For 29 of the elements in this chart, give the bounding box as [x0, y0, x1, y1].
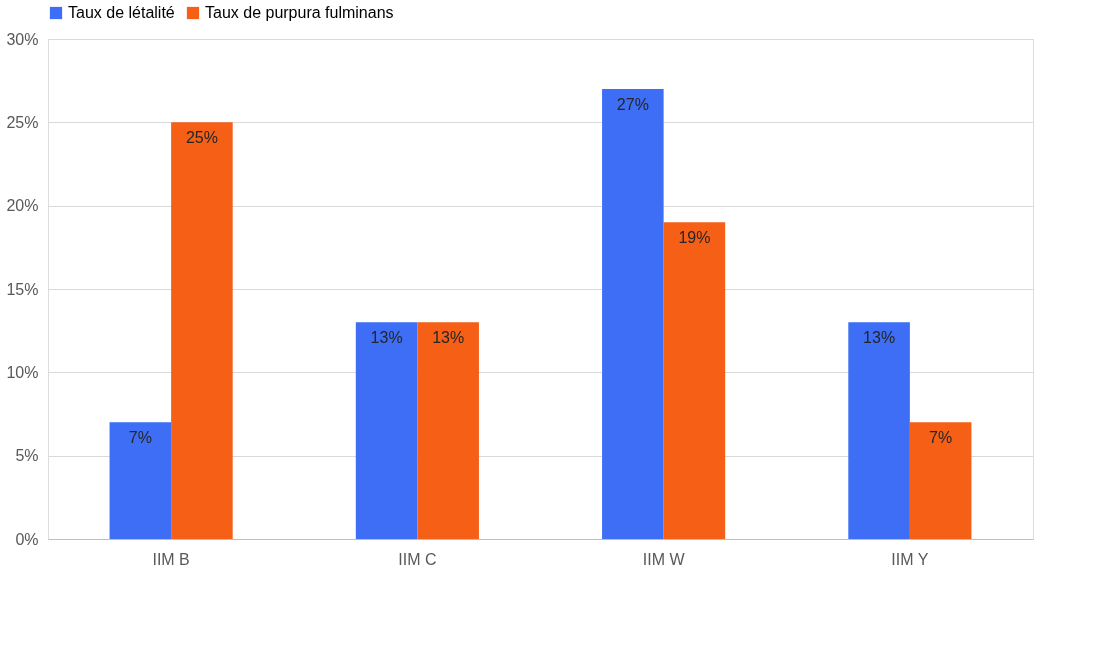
y-tick-label: 20% — [6, 197, 39, 215]
y-tick-label: 10% — [6, 363, 39, 381]
y-tick-label: 30% — [6, 30, 39, 48]
data-label: 7% — [128, 429, 152, 447]
bar — [663, 222, 726, 539]
bar — [417, 322, 479, 539]
bar — [109, 422, 172, 539]
y-tick-label: 0% — [15, 530, 39, 548]
data-label: 7% — [929, 429, 953, 447]
x-tick-label: IIM Y — [891, 550, 929, 568]
data-label: 27% — [616, 96, 649, 113]
y-tick-label: 25% — [6, 113, 39, 131]
bar — [909, 422, 972, 539]
bar — [848, 322, 910, 539]
data-label: 13% — [370, 329, 403, 347]
x-tick-label: IIM W — [642, 550, 686, 568]
bar — [602, 89, 664, 539]
data-label: 25% — [185, 129, 218, 147]
legend-label: Taux de purpura fulminans — [205, 4, 394, 21]
data-label: 13% — [863, 329, 896, 347]
legend-label: Taux de létalité — [68, 4, 175, 21]
x-tick-label: IIM B — [152, 550, 190, 568]
y-tick-label: 5% — [15, 447, 39, 465]
y-tick-label: 15% — [6, 280, 39, 298]
data-label: 13% — [432, 329, 465, 347]
x-tick-label: IIM C — [398, 550, 437, 568]
bar — [355, 322, 418, 539]
bar — [171, 122, 233, 539]
data-label: 19% — [678, 229, 711, 247]
